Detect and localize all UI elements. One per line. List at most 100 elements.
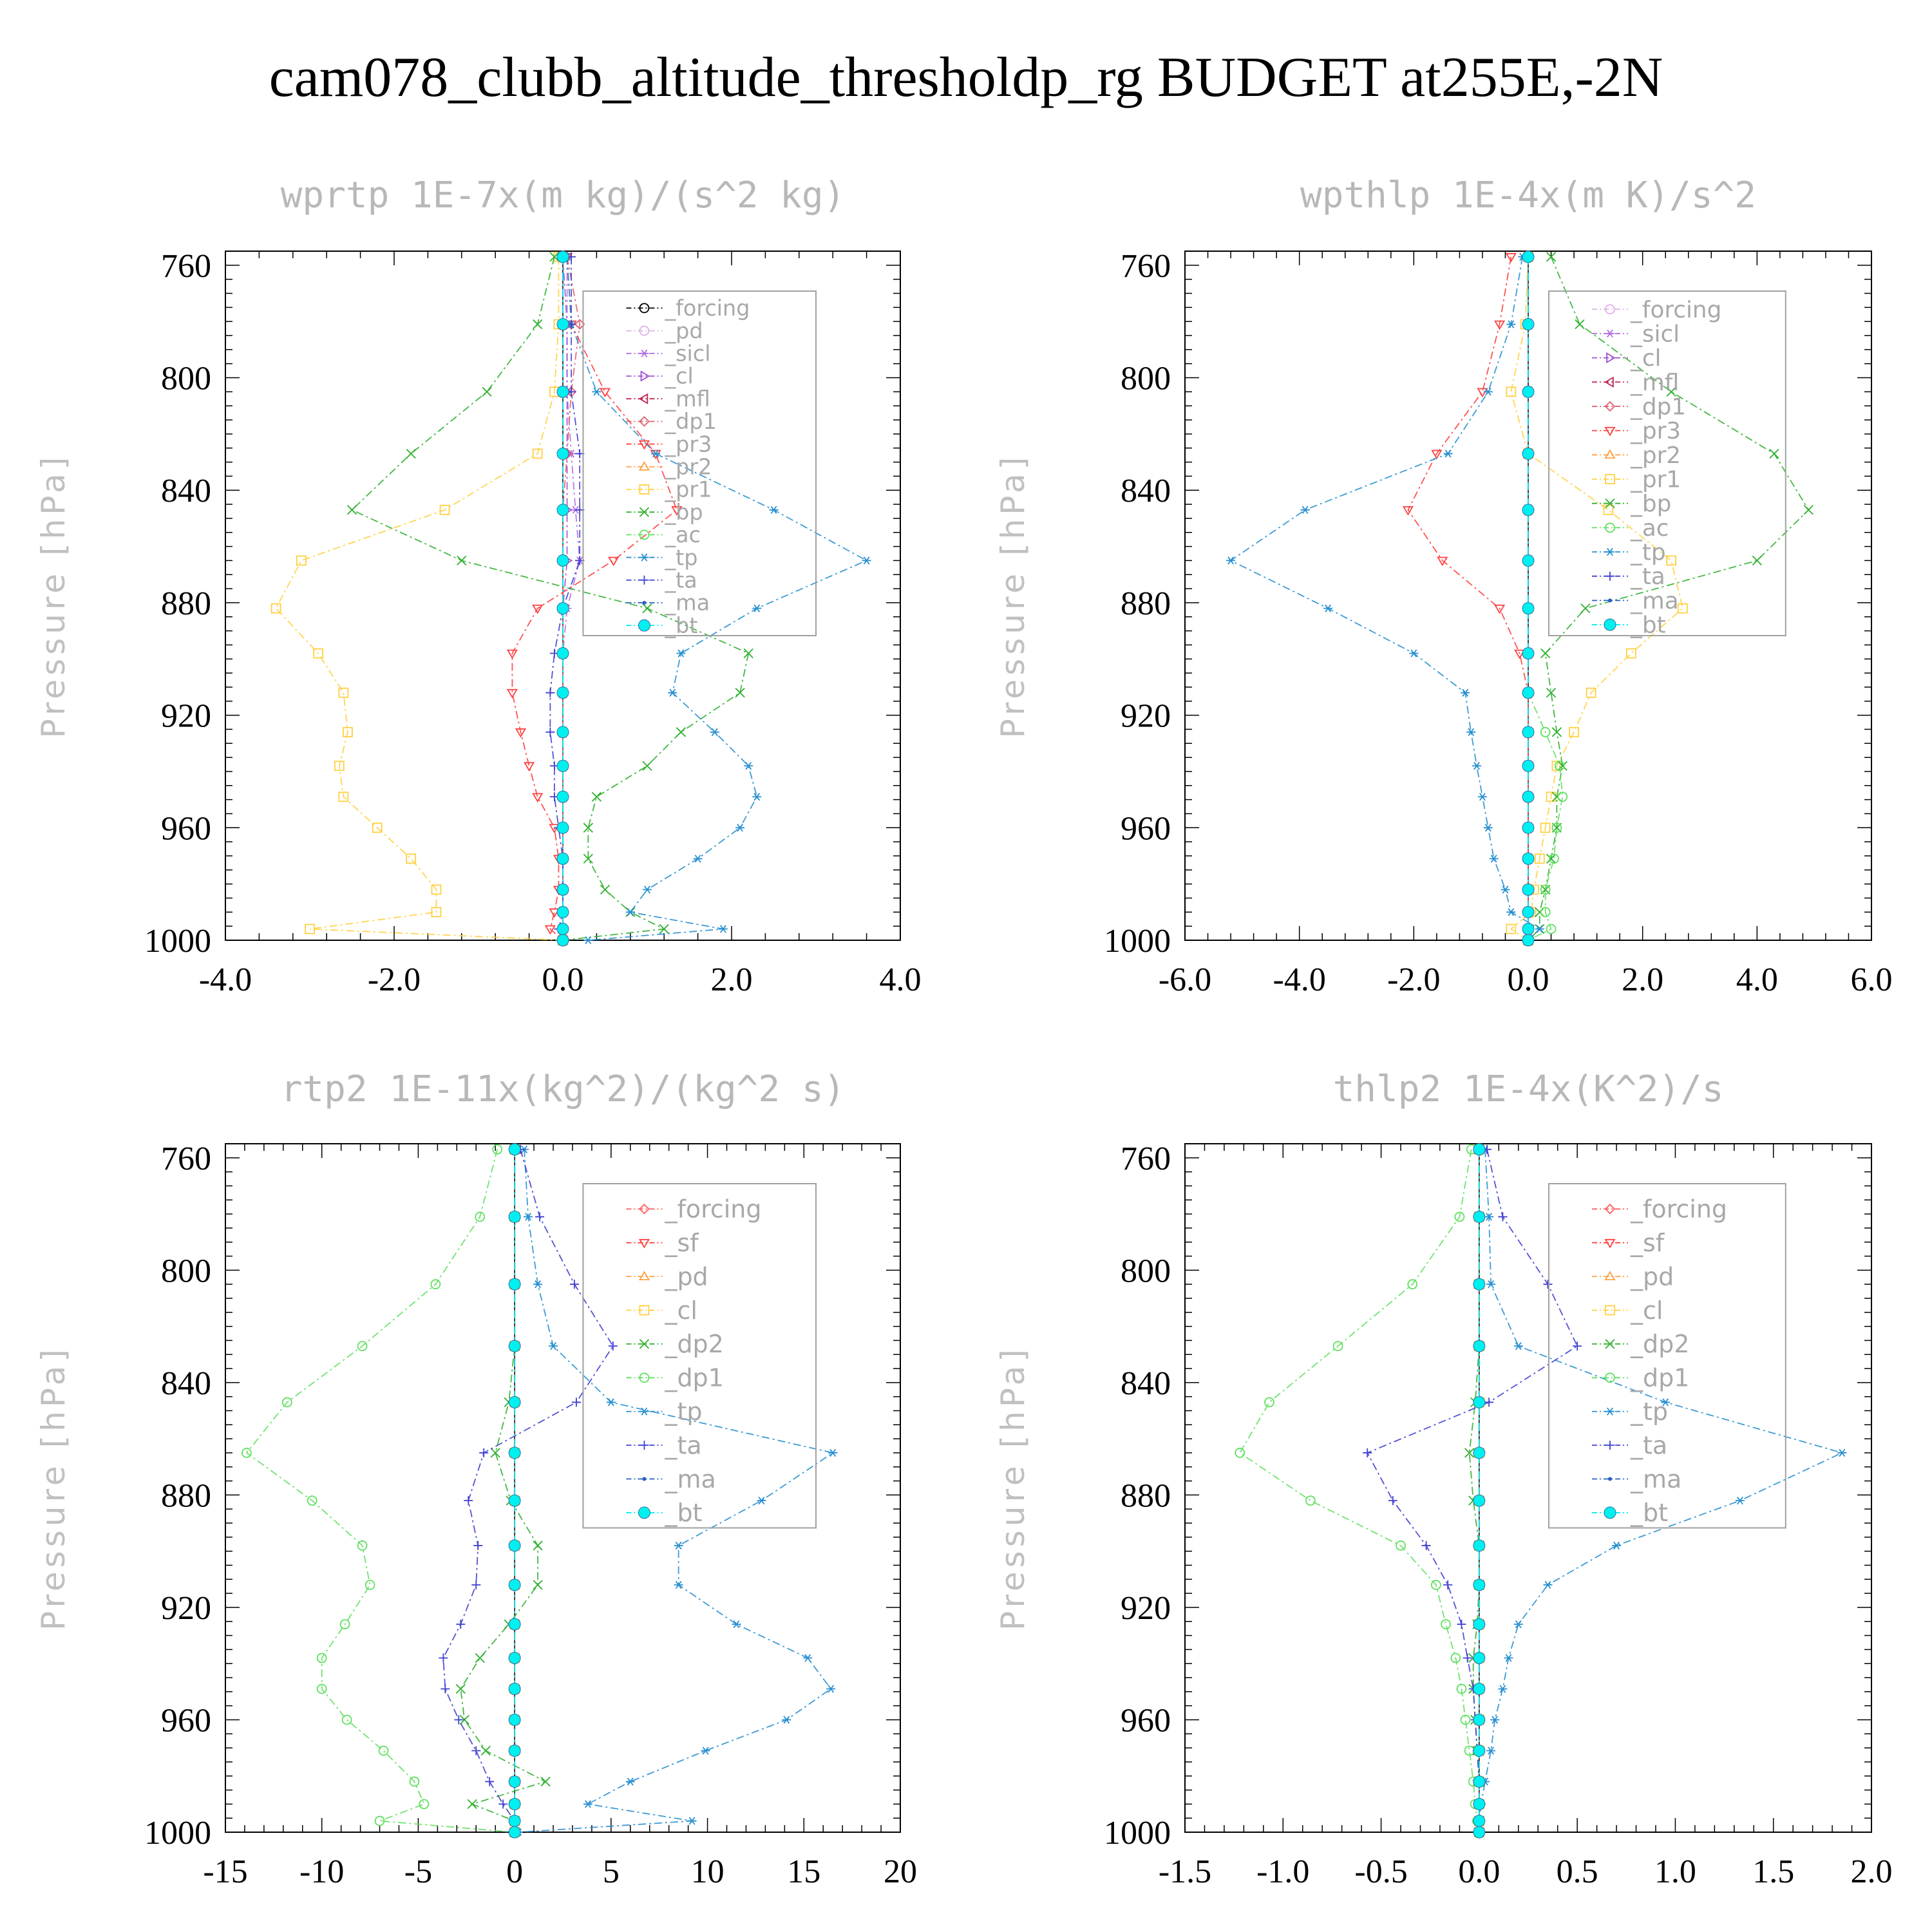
- panel-4-series-ta-point: [1463, 1653, 1472, 1663]
- panel-3-series-tp-point: [533, 1280, 543, 1289]
- panel-3-xtick-label: 0: [506, 1853, 523, 1890]
- panel-2-ytick-label: 760: [1121, 248, 1171, 285]
- panel-2-series-bp-point: [1546, 853, 1557, 864]
- panel-1-ytick-label: 960: [161, 810, 211, 847]
- panel-1-series-pr3-point: [599, 388, 611, 398]
- panel-4-ytick-label: 760: [1121, 1141, 1171, 1177]
- panel-2-series-bt-point: [1522, 602, 1535, 615]
- panel-4-series-bt-point: [1473, 1396, 1486, 1408]
- panel-3-series-dp1-point: [341, 1714, 352, 1725]
- panel-2-series-tp-point: [1483, 824, 1493, 832]
- panel-4-title: thlp2 1E-4x(K^2)/s: [1333, 1068, 1724, 1110]
- panel-2-series-cl: [1524, 251, 1534, 946]
- panel-1-series-bt-point: [556, 726, 569, 739]
- panel-3-series-dp1-line: [245, 1149, 515, 1833]
- panel-2-series-pr3-point: [1402, 506, 1414, 516]
- panel-1: wprtp 1E-7x(m kg)/(s^2 kg) Pressure [hPa]…: [35, 175, 922, 998]
- panel-3-series-ta-point: [473, 1540, 483, 1550]
- panel-2-series-pr1-point: [1546, 791, 1557, 802]
- panel-1-legend-item-mfl: _mfl: [626, 386, 710, 412]
- panel-1-series-pr1-point: [334, 761, 345, 772]
- panel-1-series-bt-point: [556, 385, 569, 398]
- panel-1-xtick-label: 4.0: [880, 961, 922, 998]
- panel-3-series-dp1-point: [475, 1211, 486, 1222]
- panel-3-series-dp2-point: [540, 1776, 551, 1787]
- panel-1-legend-item-mfl-marker: [638, 393, 649, 404]
- panel-1-series-pr3-point: [549, 824, 560, 834]
- panel-4-series-bt-point: [1473, 1278, 1486, 1291]
- panel-3-series-bt-point: [508, 1578, 521, 1591]
- panel-2-series-ac-point: [1540, 907, 1551, 918]
- panel-3-series-tp-line: [518, 1149, 835, 1833]
- panel-2-series-pr3-point: [1431, 450, 1443, 460]
- panel-4-xtick-label: -0.5: [1354, 1853, 1407, 1890]
- panel-4-legend-item-dp1: _dp1: [1591, 1364, 1689, 1392]
- panel-2-series-ac-point: [1546, 923, 1557, 934]
- panel-1-series-bt-point: [556, 905, 569, 918]
- panel-2-series-pr1-point: [1625, 648, 1636, 659]
- panel-4-series-dp1-point: [1235, 1448, 1245, 1458]
- panel-4-series-dp1-point: [1441, 1619, 1451, 1630]
- panel-4-series-bt-point: [1473, 1446, 1486, 1459]
- panel-1-legend-item-pr2-marker: [638, 461, 650, 471]
- panel-2-legend-item-ta: _ta: [1591, 564, 1665, 590]
- panel-4-series-bt-point: [1473, 1775, 1486, 1788]
- panel-1-series-tp-point: [676, 649, 686, 658]
- panel-1-series-bp-point: [659, 923, 669, 934]
- panel-1-legend-item-sicl-label: _sicl: [664, 341, 710, 366]
- panel-1-legend-item-dp1-marker: [639, 416, 650, 427]
- panel-1-legend-item-ma-marker: [642, 600, 647, 605]
- panel-4-series-bt-point: [1473, 1494, 1486, 1507]
- panel-1-legend-item-bt-marker: [638, 619, 650, 632]
- panel-3-series-bt-point: [508, 1713, 521, 1726]
- panel-1-series-tp-point: [752, 793, 762, 801]
- panel-1-series-tp-point: [651, 450, 661, 458]
- panel-2-series-tp-line: [1229, 256, 1541, 941]
- panel-2-legend-item-sicl-marker: [1605, 329, 1615, 338]
- panel-1-legend-item-forcing-marker: [639, 303, 650, 314]
- panel-3-series-dp1-point: [357, 1540, 368, 1551]
- panel-3-legend-item-bt-label: _bt: [664, 1499, 702, 1527]
- panel-2-ylabel: Pressure [hPa]: [994, 453, 1032, 739]
- panel-3-series-tp-point: [687, 1817, 697, 1825]
- panel-4-legend-item-bt-label: _bt: [1630, 1499, 1668, 1527]
- panel-1-series-pr1-point: [313, 648, 324, 659]
- panel-1-legend-item-ac-marker: [639, 529, 650, 540]
- panel-2-legend-item-tp-label: _tp: [1630, 540, 1666, 566]
- panel-4-legend-item-ma-label: _ma: [1630, 1465, 1681, 1493]
- panel-2-ytick-label: 920: [1121, 698, 1171, 735]
- panel-2-xtick-label: 0.0: [1508, 961, 1549, 998]
- panel-2-series-tp-point: [1409, 649, 1419, 658]
- panel-3-series-dp1-point: [409, 1776, 420, 1787]
- panel-2-legend-item-ac-label: _ac: [1630, 515, 1669, 542]
- panel-3-series-dp1-point: [281, 1397, 292, 1408]
- panel-3-series-dp1-point: [365, 1580, 375, 1590]
- panel-3-series-ta-point: [479, 1448, 489, 1457]
- panel-4-series-bt-point: [1473, 1713, 1486, 1726]
- panel-1-series-bp-point: [743, 648, 753, 659]
- panel-1-legend-item-ta-label: _ta: [664, 567, 697, 592]
- panel-3-series-dp1-point: [357, 1341, 368, 1352]
- panel-2-legend-item-pr1: _pr1: [1591, 467, 1681, 493]
- panel-1-ytick-label: 1000: [144, 923, 211, 960]
- panel-2-series-bt-point: [1522, 852, 1535, 865]
- panel-1-series-bt-point: [556, 687, 569, 699]
- panel-2-legend-item-ta-label: _ta: [1630, 564, 1665, 590]
- panel-4-xtick-label: 2.0: [1851, 1853, 1893, 1890]
- panel-2-legend-item-dp1: _dp1: [1591, 393, 1686, 420]
- panel-4-series-dp1-point: [1305, 1495, 1316, 1506]
- panel-1-series-pr1-point: [338, 687, 349, 698]
- panel-2-series-tp-point: [1477, 793, 1487, 801]
- panel-2-series-bp-point: [1752, 555, 1762, 566]
- panel-1-series-bt-point: [556, 318, 569, 331]
- panel-2-series-pr3: [1402, 252, 1534, 946]
- panel-3-series-bt-point: [508, 1278, 521, 1291]
- panel-1-legend-item-pd: _pd: [626, 318, 703, 343]
- panel-3-series-bt-point: [508, 1682, 521, 1695]
- panel-4-series-bt-point: [1473, 1815, 1486, 1828]
- panel-2-series-bp-point: [1575, 319, 1585, 330]
- panel-2-legend-item-forcing: _forcing: [1591, 297, 1721, 323]
- panel-2-series-bp-point: [1769, 448, 1779, 459]
- panel-4-legend-item-pd: _pd: [1591, 1262, 1674, 1291]
- panel-2-series-tp-point: [1443, 450, 1453, 458]
